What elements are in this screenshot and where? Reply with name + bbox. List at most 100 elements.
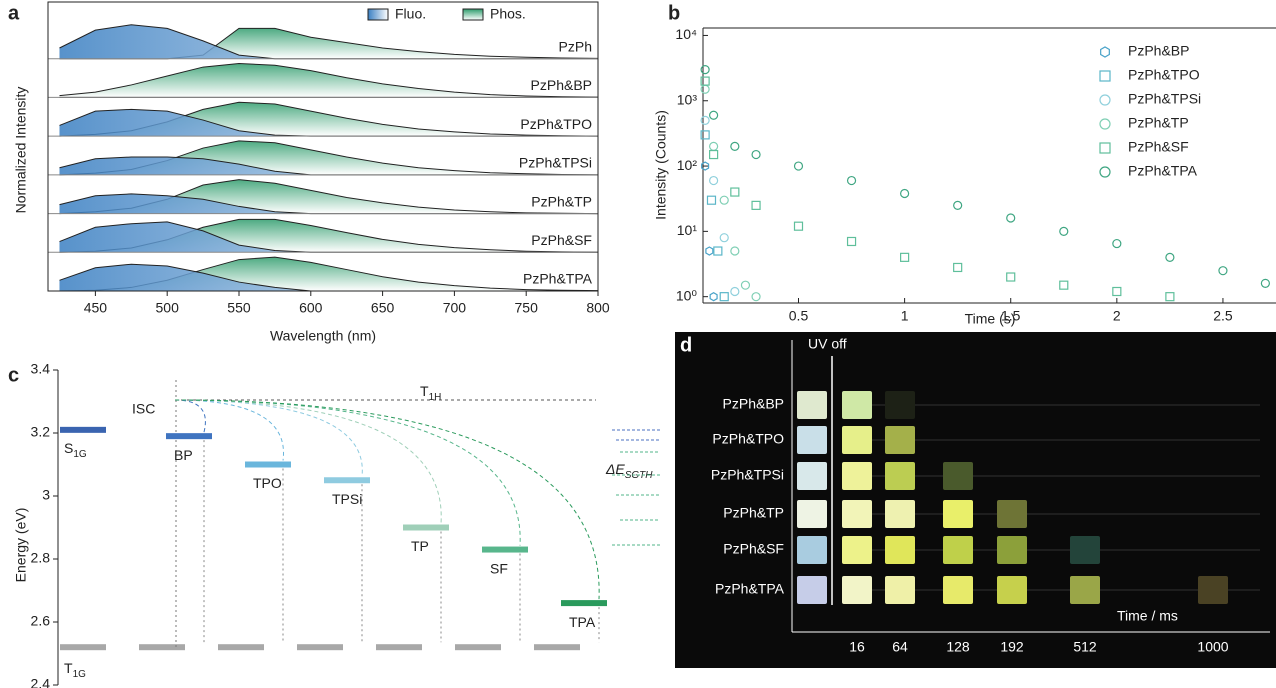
marker: [709, 291, 718, 302]
photo: [797, 391, 827, 419]
marker: [730, 286, 740, 297]
y-tick-label: 10¹: [677, 222, 698, 238]
ground-triplet-level: [297, 644, 343, 651]
photo: [1070, 576, 1100, 604]
phos-line: [59, 62, 599, 98]
photo: [943, 576, 973, 604]
photo: [842, 576, 872, 604]
x-tick-label: 0.5: [789, 308, 809, 324]
legend-label: PzPh&TPSi: [1128, 91, 1201, 107]
time-label: 128: [946, 639, 970, 655]
time-label: 192: [1000, 639, 1024, 655]
photo: [885, 391, 915, 419]
marker: [1100, 46, 1110, 58]
host-label: TPA: [569, 614, 596, 630]
t1h-label-main: T: [420, 383, 429, 399]
row-label: PzPh&TPA: [715, 581, 785, 597]
delta-label: ΔESGTH: [605, 461, 653, 481]
marker: [953, 200, 963, 210]
x-tick-label: 1.5: [1001, 308, 1021, 324]
delta-label-main: ΔE: [605, 461, 625, 477]
ground-triplet-level: [218, 644, 264, 651]
photo: [797, 576, 827, 604]
marker: [1099, 94, 1111, 106]
x-tick-label: 2.5: [1213, 308, 1233, 324]
ground-triplet-level: [60, 644, 106, 651]
marker: [701, 161, 710, 171]
marker: [1260, 278, 1270, 288]
x-tick-label: 500: [156, 300, 180, 316]
y-tick-label: 3.2: [31, 424, 51, 440]
photo: [943, 536, 973, 564]
photo: [797, 462, 827, 490]
ground-triplet-level: [376, 644, 422, 651]
ground-triplet-level: [455, 644, 501, 651]
row-label: PzPh&TP: [723, 505, 784, 521]
photo: [797, 536, 827, 564]
photo: [885, 576, 915, 604]
fluo-area: [59, 24, 598, 59]
x-tick-label: 450: [84, 300, 108, 316]
row-label: PzPh&TP: [531, 193, 592, 209]
marker: [1099, 166, 1111, 178]
host-label: BP: [174, 447, 193, 463]
marker: [709, 175, 719, 186]
legend-label: PzPh&SF: [1128, 139, 1189, 155]
panel-letter: d: [680, 334, 692, 356]
row-label: PzPh&TPO: [520, 116, 592, 132]
t1h-label-sub: 1H: [429, 392, 442, 403]
y-tick-label: 3.4: [31, 361, 51, 377]
marker: [730, 246, 740, 256]
photo-background: [675, 332, 1276, 668]
legend-swatch: [367, 8, 389, 21]
panel-letter: c: [8, 364, 19, 386]
x-tick-label: 550: [227, 300, 251, 316]
x-axis-label: Wavelength (nm): [270, 328, 376, 344]
time-label: 16: [849, 639, 865, 655]
marker: [1059, 226, 1069, 236]
photo: [842, 500, 872, 528]
marker: [1112, 286, 1122, 297]
x-tick-label: 1: [901, 308, 909, 324]
host-triplet-level: [245, 461, 291, 468]
y-tick-label: 10⁴: [675, 26, 697, 42]
marker: [719, 195, 729, 205]
marker: [1006, 272, 1016, 282]
marker: [846, 175, 857, 186]
t1h-label: T1H: [420, 383, 441, 403]
singlet-level: [60, 426, 106, 433]
fluo-area: [59, 109, 598, 137]
time-label: 1000: [1197, 639, 1228, 655]
photo: [1070, 536, 1100, 564]
marker: [751, 200, 761, 210]
host-triplet-level: [561, 600, 607, 607]
marker: [709, 149, 719, 160]
axis-label: Time / ms: [1117, 608, 1178, 624]
photo: [997, 536, 1027, 564]
y-tick-label: 10²: [677, 157, 698, 173]
y-axis-label: Normalized Intensity: [13, 87, 29, 214]
marker: [751, 292, 761, 302]
fluo-area: [59, 157, 598, 175]
photo: [842, 462, 872, 490]
photo: [997, 576, 1027, 604]
marker: [953, 262, 963, 273]
x-tick-label: 600: [299, 300, 323, 316]
panel-letter: b: [668, 2, 680, 24]
y-axis-label: Energy (eV): [13, 508, 29, 583]
marker: [1165, 292, 1175, 302]
marker: [700, 64, 710, 75]
marker: [1006, 213, 1016, 223]
photo: [885, 426, 915, 454]
y-tick-label: 10⁰: [676, 287, 698, 303]
row-label: PzPh&TPA: [523, 271, 593, 287]
marker: [793, 221, 804, 231]
photo: [842, 536, 872, 564]
isc-arrow: [174, 399, 521, 546]
plot-frame: [47, 1, 599, 292]
x-tick-label: 650: [371, 300, 395, 316]
marker: [751, 149, 761, 160]
marker: [700, 76, 710, 86]
photo: [885, 536, 915, 564]
photo: [943, 500, 973, 528]
